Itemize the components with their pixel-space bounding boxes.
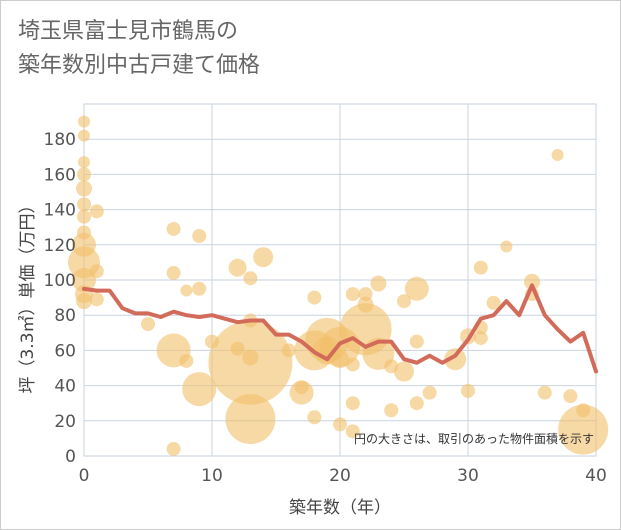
bubble-point [444, 348, 467, 371]
bubble-point [180, 284, 193, 297]
bubble-point [345, 396, 360, 411]
bubble-point [166, 221, 181, 236]
bubble-point [89, 204, 104, 219]
y-tick-label: 160 [44, 165, 76, 185]
bubble-point [78, 156, 90, 169]
bubble-point [473, 331, 488, 346]
bubble-point [551, 149, 564, 162]
bubble-point [182, 372, 217, 407]
bubble-point [141, 317, 155, 331]
bubble-point [166, 441, 181, 456]
chart-title: 埼玉県富士見市鶴馬の 築年数別中古戸建て価格 [18, 15, 260, 83]
bubble-point [77, 197, 91, 212]
x-tick-label: 30 [457, 466, 479, 486]
bubble-point [243, 271, 258, 286]
bubble-point [192, 229, 207, 243]
bubble-point [76, 180, 92, 197]
y-tick-label: 20 [54, 412, 76, 432]
bubble-point [524, 273, 540, 290]
bubble-point [179, 353, 194, 368]
bubble-point [72, 268, 96, 292]
average-price-line [82, 283, 598, 374]
bubble-point [307, 290, 322, 305]
bubble-point [537, 385, 552, 400]
grid [83, 103, 597, 457]
bubble-point [228, 258, 247, 277]
bubble-point [345, 424, 360, 439]
bubble-point [331, 350, 349, 369]
bubble-point [76, 293, 92, 310]
y-tick-label: 60 [54, 341, 76, 361]
bubble-point [77, 167, 91, 182]
bubble-point [208, 320, 293, 405]
x-axis-label: 築年数（年） [289, 498, 391, 518]
bubble-point [404, 276, 429, 301]
bubble-point [486, 295, 501, 310]
y-axis-label: 坪（3.3㎡）単価（万円） [18, 196, 38, 393]
bubble-point [384, 403, 399, 418]
series-lines [82, 283, 598, 374]
bubble-point [370, 275, 387, 292]
bubble-point [225, 394, 276, 445]
bubble-point [394, 361, 414, 382]
y-tick-label: 100 [44, 271, 76, 291]
bubble-point [281, 343, 296, 358]
bubble-point [89, 292, 104, 307]
bubble-point [77, 209, 91, 224]
title-line-2: 築年数別中古戸建て価格 [18, 53, 261, 78]
y-tick-label: 120 [44, 236, 76, 256]
bubble-point [78, 129, 90, 142]
y-tick-label: 40 [54, 377, 76, 397]
y-tick-label: 180 [44, 130, 76, 150]
bubble-point [409, 334, 424, 349]
x-tick-label: 40 [585, 466, 607, 486]
bubble-point [166, 265, 181, 280]
bubble-point [307, 410, 322, 425]
x-tick-label: 20 [329, 466, 351, 486]
annotation-text: 円の大きさは、取引のあった物件面積を示す [354, 431, 594, 446]
bubble-point [333, 417, 347, 432]
x-tick-label: 10 [201, 466, 223, 486]
bubble-point [409, 396, 424, 411]
y-tick-label: 0 [65, 447, 76, 467]
tick-labels: 0 10 20 30 40 0 20 40 60 80 100 120 140 160 180 [44, 130, 607, 486]
bubble-point [500, 240, 513, 253]
bubble-point [345, 357, 360, 372]
bubble-point [89, 264, 104, 279]
bubble-point [473, 260, 488, 275]
x-tick-label: 0 [79, 466, 90, 486]
bubble-point [461, 383, 475, 398]
bubble-point [345, 287, 360, 302]
y-tick-label: 80 [54, 306, 76, 326]
bubble-point [422, 385, 437, 400]
bubble-point [78, 115, 90, 128]
bubbles [68, 115, 609, 456]
bubble-point [253, 247, 274, 268]
title-line-1: 埼玉県富士見市鶴馬の [18, 19, 239, 44]
bubble-point [397, 294, 411, 309]
y-tick-label: 140 [44, 201, 76, 221]
bubble-point [563, 389, 578, 404]
bubble-point [294, 380, 309, 395]
bubble-point [192, 281, 207, 296]
bubble-point [558, 404, 609, 455]
